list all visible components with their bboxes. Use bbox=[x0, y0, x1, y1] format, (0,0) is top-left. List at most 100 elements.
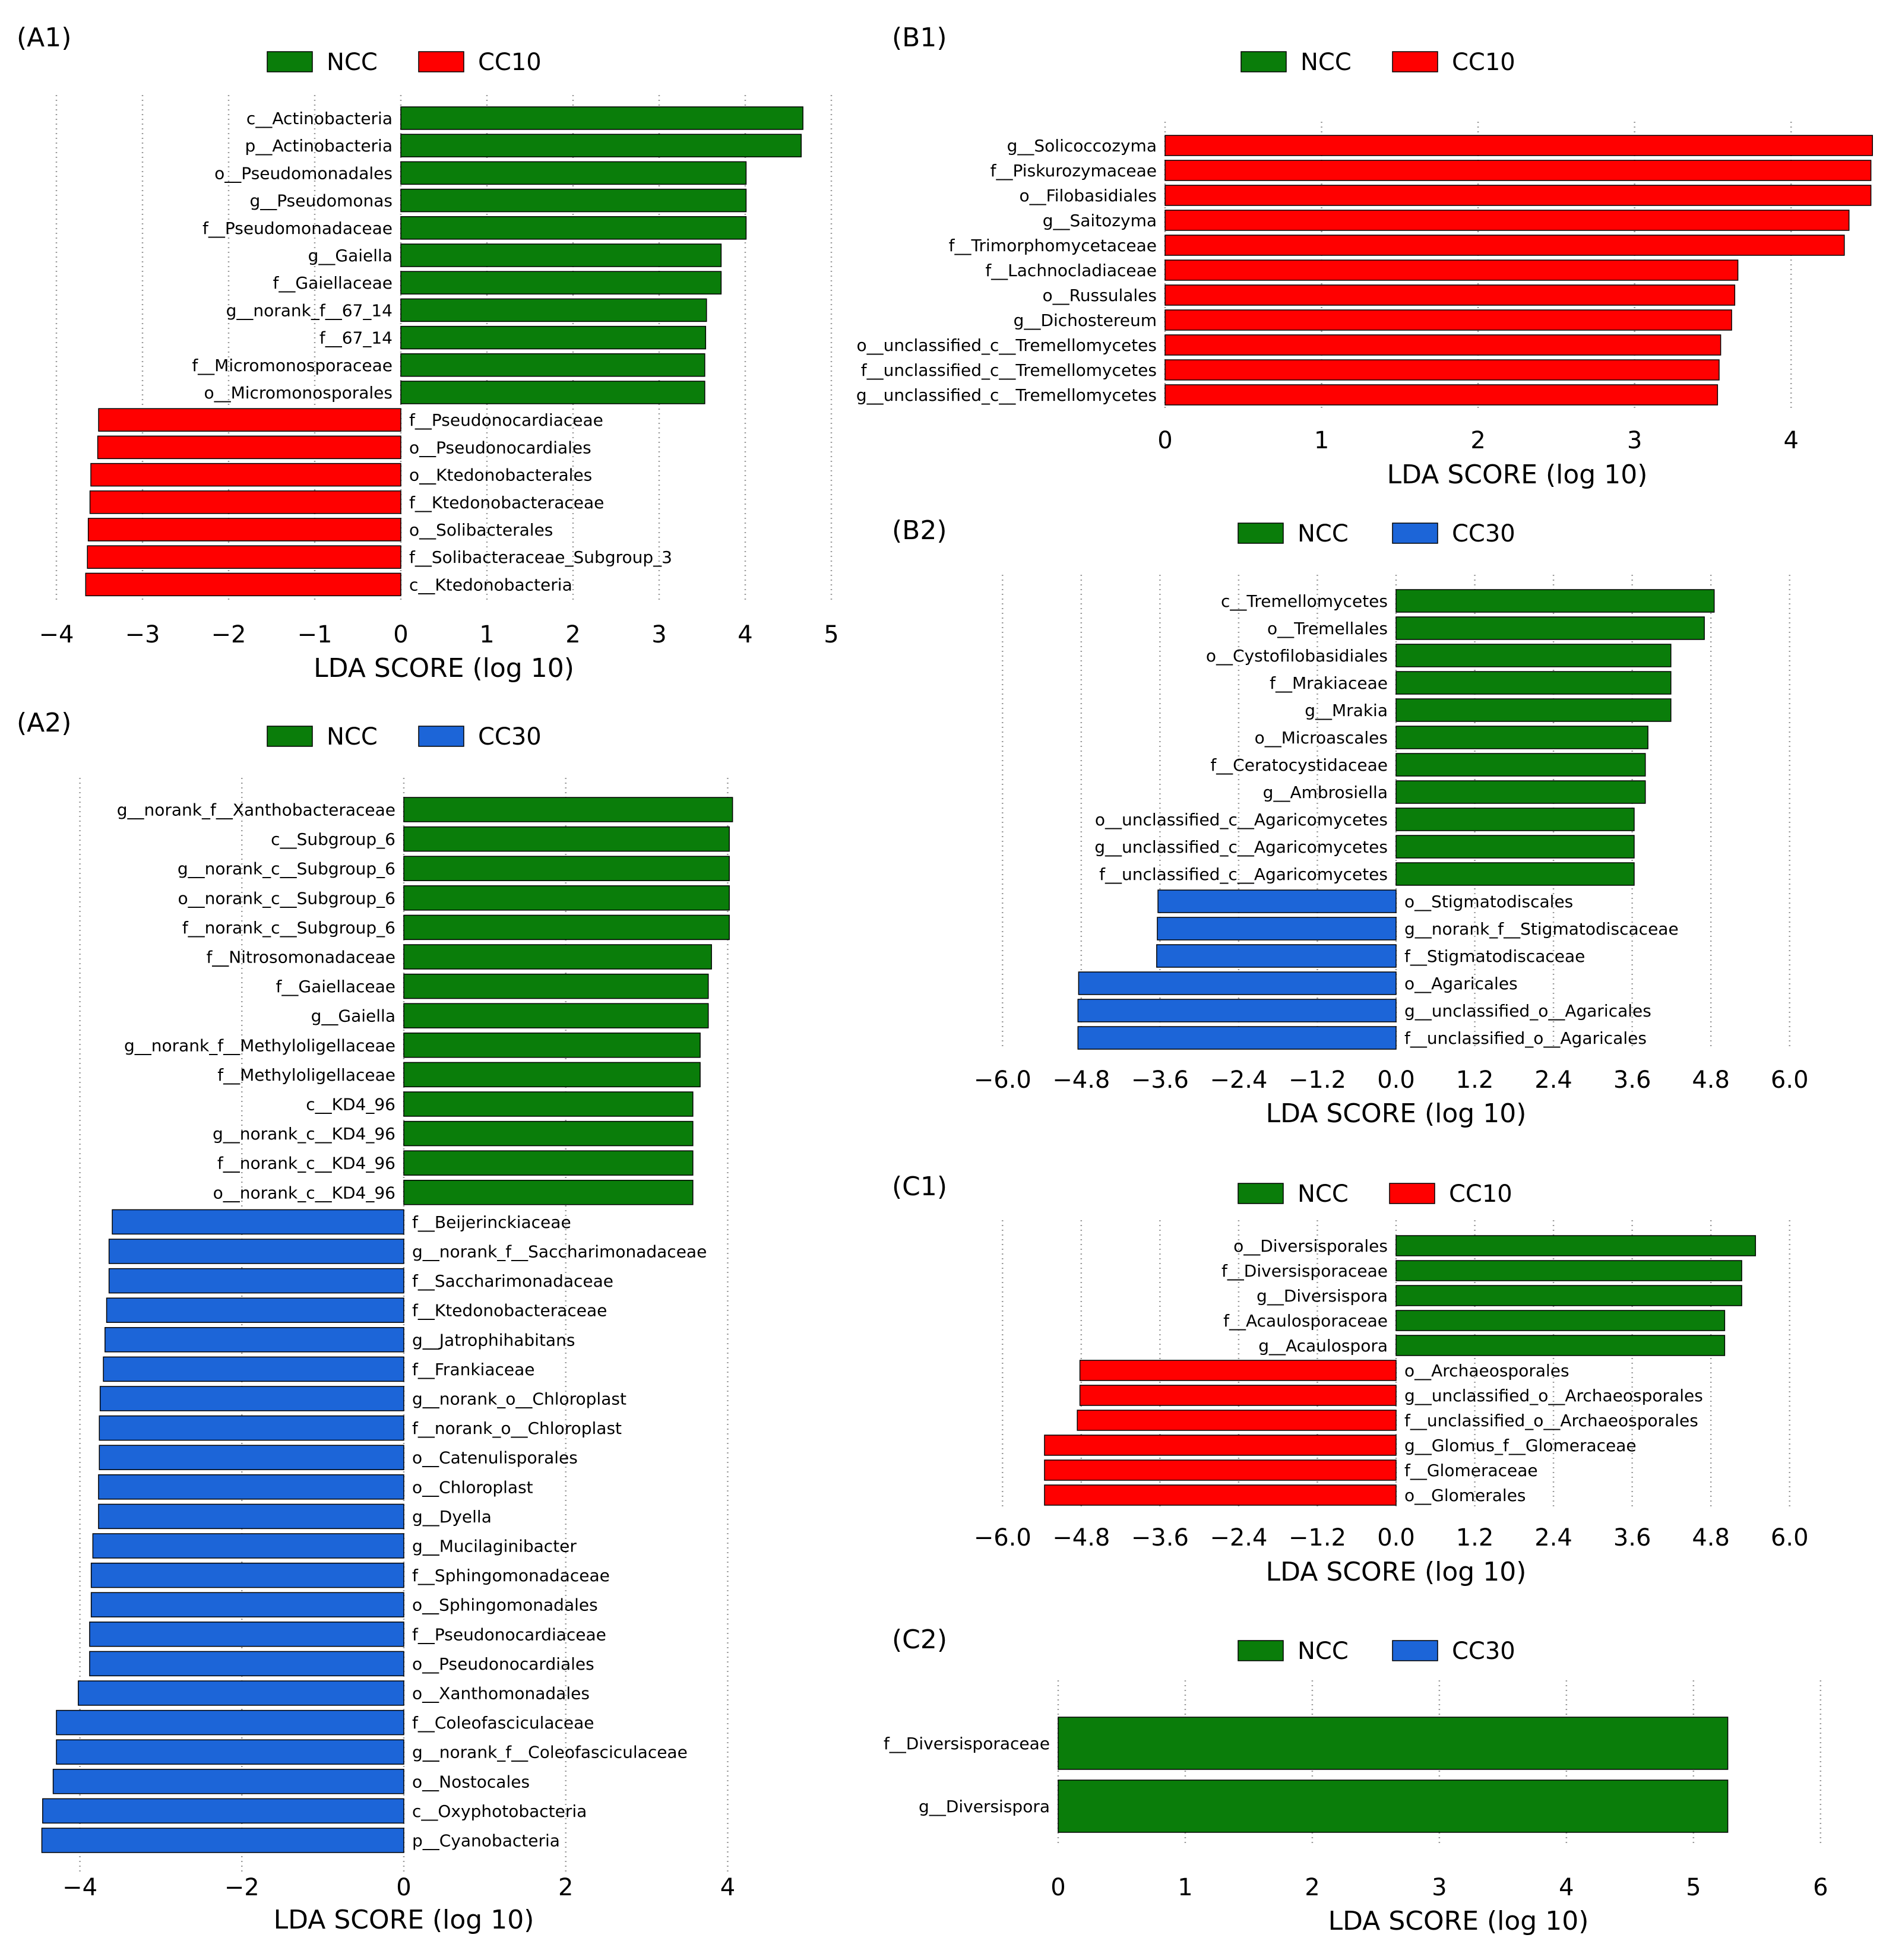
category-label: f__Lachnocladiaceae bbox=[985, 261, 1157, 280]
bar-f-stigmatodiscaceae bbox=[1156, 944, 1397, 968]
category-label: g__Acaulospora bbox=[1258, 1336, 1388, 1356]
panel-label-c1: (C1) bbox=[892, 1171, 947, 1202]
bar-o-ktedonobacterales bbox=[90, 463, 401, 487]
tick-label: −4.8 bbox=[1052, 1524, 1110, 1551]
bar-c-subgroup-6 bbox=[403, 826, 730, 852]
bar-f-frankiaceae bbox=[103, 1356, 404, 1382]
tick-label: 4 bbox=[1783, 427, 1798, 454]
tick-label: 4 bbox=[720, 1874, 735, 1901]
category-label: o__Pseudonocardiales bbox=[409, 438, 591, 457]
bar-f-norank-o-chloroplast bbox=[99, 1415, 404, 1441]
category-label: f__Pseudonocardiaceae bbox=[412, 1625, 606, 1644]
bar-g-dichostereum bbox=[1164, 309, 1732, 331]
legend-label-cc30: CC30 bbox=[478, 723, 542, 751]
category-label: f__Trimorphomycetaceae bbox=[949, 236, 1157, 255]
tick-label: −6.0 bbox=[974, 1066, 1031, 1094]
tick-label: −4.8 bbox=[1052, 1066, 1110, 1094]
tick-label: 0 bbox=[396, 1874, 411, 1901]
category-label: g__unclassified_c__Agaricomycetes bbox=[1094, 837, 1388, 857]
bar-f-mrakiaceae bbox=[1395, 671, 1672, 695]
bar-g-unclassified-c-tremellomycetes bbox=[1164, 384, 1719, 406]
bar-o-sphingomonadales bbox=[90, 1592, 404, 1617]
category-label: p__Actinobacteria bbox=[245, 136, 393, 156]
legend-label-ncc: NCC bbox=[1297, 1638, 1349, 1665]
tick-label: 2 bbox=[1470, 427, 1485, 454]
category-label: f__Coleofasciculaceae bbox=[412, 1713, 594, 1733]
tick-label: 3.6 bbox=[1613, 1066, 1651, 1094]
bar-g-gaiella bbox=[400, 243, 722, 267]
bar-f-saccharimonadaceae bbox=[108, 1268, 404, 1294]
bar-c-ktedonobacteria bbox=[85, 572, 401, 597]
tick-label: 1.2 bbox=[1456, 1066, 1494, 1094]
tick-label: −3 bbox=[125, 621, 160, 648]
bar-g-dyella bbox=[98, 1503, 404, 1530]
category-label: p__Cyanobacteria bbox=[412, 1831, 560, 1851]
legend-swatch-ncc bbox=[1238, 1640, 1284, 1661]
category-label: g__norank_f__Methyloligellaceae bbox=[124, 1036, 395, 1055]
bar-o-microascales bbox=[1395, 726, 1648, 749]
tick-label: −4 bbox=[39, 621, 74, 648]
panel-c1: (C1) NCC CC10 o__Diversisporales f__Diversis… bbox=[892, 1171, 1809, 1587]
category-label: f__Pseudonocardiaceae bbox=[409, 410, 603, 430]
bar-f-pseudonocardiaceae bbox=[98, 408, 401, 432]
category-label: g__Jatrophihabitans bbox=[412, 1330, 575, 1350]
category-label: c__Oxyphotobacteria bbox=[412, 1801, 587, 1821]
bar-g-mucilaginibacter bbox=[92, 1533, 404, 1559]
tick-label: −6.0 bbox=[974, 1524, 1031, 1551]
tick-label: −1 bbox=[298, 621, 333, 648]
bar-f-diversisporaceae bbox=[1058, 1717, 1729, 1770]
bar-f-norank-c-kd4-96 bbox=[403, 1150, 694, 1176]
tick-label: 1 bbox=[1178, 1874, 1192, 1901]
category-label: o__Tremellales bbox=[1267, 619, 1388, 638]
bar-o-cystofilobasidiales bbox=[1395, 644, 1672, 667]
tick-label: 0 bbox=[1157, 427, 1172, 454]
tick-label: 2.4 bbox=[1534, 1066, 1572, 1094]
bar-o-nostocales bbox=[52, 1769, 404, 1794]
legend-label-cc10: CC10 bbox=[1452, 49, 1515, 76]
tick-label: 4.8 bbox=[1692, 1066, 1730, 1094]
panel-label-c2: (C2) bbox=[892, 1625, 947, 1655]
category-label: g__norank_f__Saccharimonadaceae bbox=[412, 1242, 707, 1262]
category-label: o__Microascales bbox=[1255, 728, 1388, 748]
tick-label: 1.2 bbox=[1456, 1524, 1494, 1551]
category-label: f__Gaiellaceae bbox=[273, 273, 393, 293]
category-label: f__unclassified_c__Tremellomycetes bbox=[861, 360, 1157, 380]
category-label: g__Diversispora bbox=[1257, 1286, 1388, 1306]
category-label: f__Mrakiaceae bbox=[1270, 673, 1388, 693]
category-label: g__norank_f__Stigmatodiscaceae bbox=[1404, 919, 1679, 939]
bar-c-actinobacteria bbox=[400, 106, 803, 130]
bar-g-norank-c-kd4-96 bbox=[403, 1120, 694, 1147]
bar-o-diversisporales bbox=[1395, 1235, 1757, 1256]
category-label: f__norank_c__Subgroup_6 bbox=[182, 918, 395, 938]
category-label: g__Glomus_f__Glomeraceae bbox=[1404, 1436, 1637, 1455]
legend-label-ncc: NCC bbox=[327, 49, 378, 76]
bar-o-xanthomonadales bbox=[78, 1680, 404, 1706]
legend-label-cc30: CC30 bbox=[1452, 520, 1515, 547]
panel-b2: (B2) NCC CC30 c__Tremellomycetes o__Tremella… bbox=[892, 515, 1809, 1129]
tick-label: 0 bbox=[393, 621, 408, 648]
category-label: f__Frankiaceae bbox=[412, 1360, 535, 1379]
bar-g-gaiella bbox=[403, 1003, 709, 1028]
bar-g-acaulospora bbox=[1395, 1335, 1726, 1356]
tick-label: −1.2 bbox=[1289, 1066, 1346, 1094]
category-label: o__Ktedonobacterales bbox=[409, 466, 592, 485]
bar-o-norank-c-kd4-96 bbox=[403, 1180, 694, 1205]
bar-o-agaricales bbox=[1078, 971, 1397, 995]
bar-f-gaiellaceae bbox=[400, 271, 722, 295]
bar-o-unclassified-c-tremellomycetes bbox=[1164, 334, 1721, 356]
category-label: f__Ktedonobacteraceae bbox=[409, 493, 604, 512]
bar-g-saitozyma bbox=[1164, 210, 1850, 231]
category-label: f__norank_c__KD4_96 bbox=[217, 1154, 395, 1173]
bar-g-mrakia bbox=[1395, 698, 1672, 722]
panel-label-b1: (B1) bbox=[892, 23, 947, 53]
category-label: f__Piskurozymaceae bbox=[990, 161, 1157, 181]
bar-c-kd4-96 bbox=[403, 1091, 694, 1117]
tick-label: 0.0 bbox=[1377, 1066, 1415, 1094]
category-label: o__Filobasidiales bbox=[1020, 186, 1157, 205]
tick-label: 3 bbox=[651, 621, 666, 648]
category-label: c__Subgroup_6 bbox=[271, 829, 395, 849]
bar-g-solicoccozyma bbox=[1164, 135, 1873, 156]
category-label: g__Pseudomonas bbox=[249, 191, 393, 211]
tick-label: 3.6 bbox=[1613, 1524, 1651, 1551]
tick-label: −1.2 bbox=[1289, 1524, 1346, 1551]
